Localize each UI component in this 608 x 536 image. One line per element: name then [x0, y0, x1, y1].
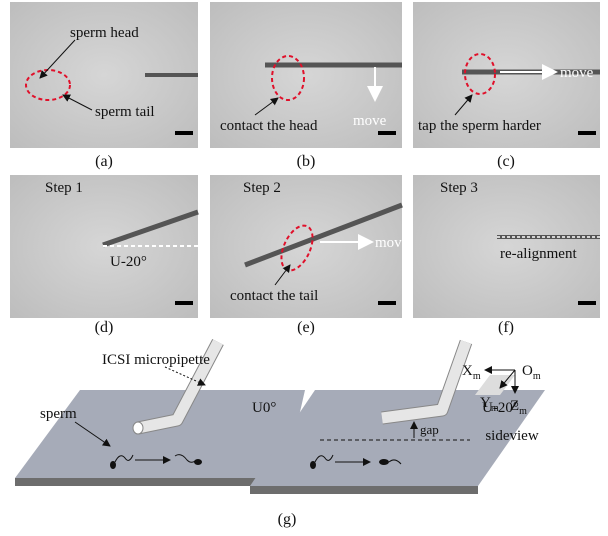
panel-f: Step 3 re-alignment (f) — [413, 175, 600, 336]
panel-label: (a) — [95, 153, 113, 170]
annotation: move — [353, 113, 387, 129]
annotation: Step 2 — [243, 180, 281, 196]
annotation: tap the sperm harder — [418, 118, 541, 134]
annotation: contact the head — [220, 118, 318, 134]
annotation: gap — [420, 422, 439, 437]
axis-sub: m — [491, 403, 499, 414]
panel-a: sperm head sperm tail (a) — [10, 2, 198, 170]
panel-label: (g) — [278, 511, 297, 528]
annotation: sperm — [40, 406, 77, 422]
panel-g: gap ICSI micropipette sperm U0° U-20° Xm… — [15, 342, 545, 528]
panel-label: (e) — [297, 319, 315, 336]
figure: sperm head sperm tail (a) move contact t… — [0, 0, 608, 536]
annotation: Step 3 — [440, 180, 478, 196]
annotation: sideview — [485, 428, 538, 444]
axis-sub: m — [473, 371, 481, 382]
panel-e: move Step 2 contact the tail (e) — [210, 175, 409, 336]
axis-letter: O — [522, 363, 533, 379]
annotation: move — [375, 235, 409, 251]
axis-sub: m — [533, 371, 541, 382]
axis-letter: X — [462, 363, 473, 379]
annotation: sperm head — [70, 25, 139, 41]
annotation: ICSI micropipette — [102, 352, 210, 368]
annotation: U0° — [252, 400, 276, 416]
panel-label: (f) — [498, 319, 514, 336]
panel-b: move contact the head (b) — [210, 2, 402, 170]
panel-c: move tap the sperm harder (c) — [413, 2, 600, 170]
annotation: sperm tail — [95, 104, 155, 120]
annotation: U-20° — [110, 254, 147, 270]
panel-label: (d) — [95, 319, 114, 336]
panel-d: Step 1 U-20° (d) — [10, 175, 198, 336]
axis-label: Om — [522, 363, 541, 382]
axis-letter: Z — [510, 398, 519, 414]
axis-sub: m — [519, 406, 527, 417]
annotation: Step 1 — [45, 180, 83, 196]
panel-label: (b) — [297, 153, 316, 170]
axis-letter: Y — [480, 395, 491, 411]
annotation: contact the tail — [230, 288, 318, 304]
axis-label: Xm — [462, 363, 481, 382]
annotation: re-alignment — [500, 246, 577, 262]
annotation: move — [560, 65, 594, 81]
panel-label: (c) — [497, 153, 515, 170]
